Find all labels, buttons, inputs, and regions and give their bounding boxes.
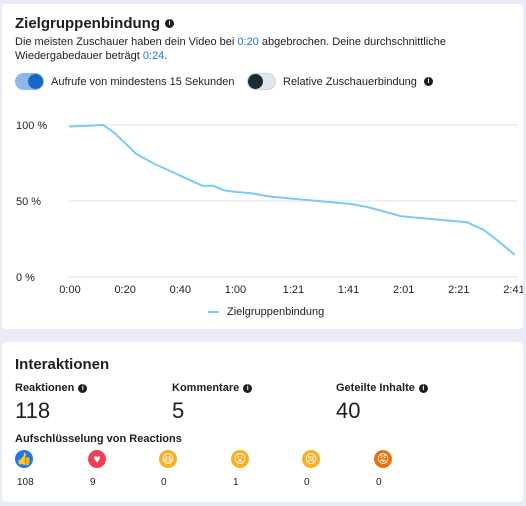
drop-time-link[interactable]: 0:20: [237, 36, 259, 48]
shares-metric-value: 40: [336, 398, 361, 423]
y-tick-label: 50 %: [16, 196, 41, 208]
comments-label-text: Kommentare: [172, 382, 240, 394]
comments-metric-label: Kommentare i: [172, 382, 253, 394]
y-tick-label: 100 %: [16, 120, 47, 132]
info-icon[interactable]: i: [423, 77, 433, 86]
toggle-relative-label: Relative Zuschauerbindung: [283, 75, 417, 88]
info-icon[interactable]: i: [418, 383, 428, 393]
comments-metric-value: 5: [172, 398, 185, 423]
reactions-label-text: Reaktionen: [15, 382, 75, 394]
reaction-count: 108: [17, 477, 34, 488]
reaction-item: 😮: [231, 450, 253, 468]
shares-label-text: Geteilte Inhalte: [336, 382, 415, 394]
reactions-metric-label: Reaktionen i: [15, 382, 88, 394]
toggle-min-15s-label: Aufrufe von mindestens 15 Sekunden: [51, 75, 235, 88]
toggle-relative-retention[interactable]: Relative Zuschauerbindung i: [247, 73, 433, 90]
retention-chart: 100 % 50 % 0 % 0:00 0:20 0:40 1:00 1:21 1:41 2:01…: [16, 120, 523, 296]
x-tick-label: 1:00: [225, 284, 246, 296]
interactions-title: Interaktionen: [15, 356, 109, 373]
x-tick-label: 1:21: [283, 284, 304, 296]
retention-line: [69, 124, 515, 256]
reactions-breakdown-title: Aufschlüsselung von Reactions: [15, 433, 182, 445]
retention-description: Die meisten Zuschauer haben dein Video b…: [15, 35, 485, 63]
sad-reaction-icon: 😢: [302, 450, 320, 468]
toggle-knob: [248, 74, 263, 89]
toggle-switch-off[interactable]: [247, 73, 276, 90]
reactions-metric-value: 118: [15, 398, 51, 423]
legend-label: Zielgruppenbindung: [227, 306, 325, 318]
reaction-item: 😡: [374, 450, 396, 468]
retention-title-text: Zielgruppenbindung: [15, 15, 160, 32]
desc-text-3: .: [164, 50, 168, 62]
x-tick-label: 0:40: [170, 284, 191, 296]
reaction-count: 0: [161, 477, 167, 488]
x-tick-label: 0:20: [114, 284, 135, 296]
info-icon[interactable]: i: [243, 383, 253, 393]
reaction-item: 👍: [15, 450, 37, 468]
retention-card: Zielgruppenbindung i Die meisten Zuschau…: [2, 4, 523, 329]
reaction-count: 0: [304, 477, 310, 488]
reaction-item: 😢: [302, 450, 324, 468]
desc-text-2: abgebrochen. Deine durchschnittliche Wie…: [15, 36, 446, 62]
toggle-switch-on[interactable]: [15, 73, 44, 90]
x-tick-label: 2:41: [503, 284, 523, 296]
info-icon[interactable]: i: [164, 19, 174, 28]
interactions-title-text: Interaktionen: [15, 356, 110, 373]
toggle-knob: [28, 74, 43, 89]
x-tick-label: 2:01: [393, 284, 414, 296]
reaction-count: 1: [233, 477, 239, 488]
haha-reaction-icon: 😆: [159, 450, 177, 468]
chart-legend: Zielgruppenbindung: [208, 306, 324, 318]
avg-watch-link[interactable]: 0:24: [142, 50, 165, 62]
x-tick-label: 2:21: [448, 284, 469, 296]
angry-reaction-icon: 😡: [374, 450, 392, 468]
reaction-count: 0: [376, 477, 382, 488]
shares-metric-label: Geteilte Inhalte i: [336, 382, 428, 394]
retention-title: Zielgruppenbindung i: [15, 15, 174, 32]
reaction-item: 😆: [159, 450, 181, 468]
y-tick-label: 0 %: [16, 272, 35, 284]
interactions-card: Interaktionen Reaktionen i 118 Kommentar…: [2, 342, 523, 502]
legend-swatch: [208, 311, 219, 313]
info-icon[interactable]: i: [78, 383, 88, 393]
like-reaction-icon: 👍: [15, 450, 33, 468]
x-tick-label: 1:41: [338, 284, 359, 296]
reaction-item: ♥: [88, 450, 110, 468]
reaction-count: 9: [90, 477, 96, 488]
wow-reaction-icon: 😮: [231, 450, 249, 468]
love-reaction-icon: ♥: [88, 450, 106, 468]
toggle-min-15s[interactable]: Aufrufe von mindestens 15 Sekunden: [15, 73, 234, 90]
desc-text-1: Die meisten Zuschauer haben dein Video b…: [15, 36, 238, 48]
x-tick-label: 0:00: [59, 284, 80, 296]
